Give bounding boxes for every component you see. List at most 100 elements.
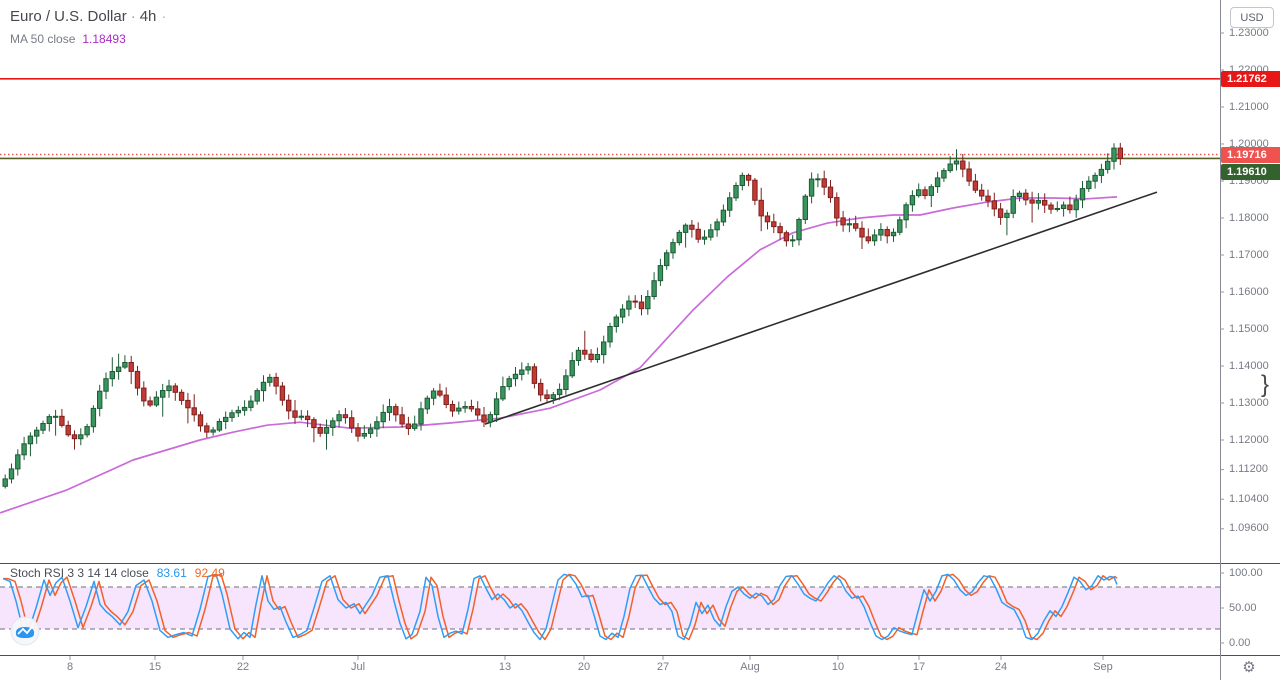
price-scale-label: 1.13000	[1229, 396, 1269, 409]
interval-label[interactable]: 4h	[139, 8, 157, 25]
candle-body	[815, 178, 821, 181]
candle-body	[1092, 174, 1098, 182]
symbol-title[interactable]: Euro / U.S. Dollar	[10, 8, 127, 25]
candle-body	[34, 429, 40, 437]
price-scale-label: 1.18000	[1229, 211, 1269, 224]
candle-body	[790, 239, 796, 242]
stoch-rsi-study-row[interactable]: Stoch RSI 3 3 14 14 close 83.61 92.49	[10, 566, 225, 580]
candle-body	[1117, 147, 1123, 159]
candle-body	[292, 410, 298, 418]
candle-body	[260, 381, 267, 392]
candle-body	[1035, 199, 1042, 204]
trendline[interactable]	[484, 191, 1158, 425]
indicator-scale-label: 0.00	[1229, 636, 1251, 649]
candle-body	[405, 423, 412, 429]
price-scale-label: 1.16000	[1229, 285, 1269, 298]
candle-body	[664, 252, 670, 267]
candle-body	[569, 360, 575, 377]
candle-body	[330, 420, 336, 428]
candle-body	[437, 390, 443, 396]
candle-body	[1105, 160, 1111, 170]
candle-body	[506, 378, 512, 388]
candle-body	[670, 242, 676, 254]
candle-body	[223, 416, 229, 422]
candle-body	[519, 369, 525, 375]
time-scale-label: 8	[66, 661, 74, 673]
candle-body	[197, 414, 204, 427]
candle-body	[204, 425, 210, 433]
currency-toggle-button[interactable]: USD	[1230, 7, 1274, 28]
candle-body	[758, 199, 764, 217]
candle-body	[802, 195, 808, 220]
candle-body	[267, 376, 273, 383]
candle-body	[336, 414, 342, 422]
candle-body	[424, 397, 431, 410]
candle-body	[695, 228, 701, 240]
candle-body	[122, 362, 128, 368]
candles	[2, 142, 1123, 489]
time-scale-label: 27	[656, 661, 670, 673]
candle-body	[1048, 204, 1054, 210]
price-scale-label: 1.10400	[1229, 492, 1269, 505]
candle-body	[273, 376, 279, 387]
candle-body	[418, 408, 424, 425]
candle-body	[1111, 147, 1117, 162]
candle-body	[84, 426, 90, 436]
candle-body	[771, 221, 777, 228]
candle-body	[512, 373, 519, 380]
candle-body	[582, 349, 588, 355]
candle-body	[97, 390, 103, 409]
price-scale[interactable]: USD 1.23000 1.22000 1.21000 1.20000 1.19000 1…	[1220, 0, 1280, 680]
candle-body	[147, 400, 153, 406]
candle-body	[115, 366, 122, 373]
price-scale-label: 1.09600	[1229, 522, 1269, 535]
candle-body	[361, 433, 368, 437]
candle-body	[2, 478, 8, 487]
candle-body	[777, 226, 783, 234]
ma-study-row[interactable]: MA 50 close 1.18493	[10, 32, 166, 46]
time-scale-label: Jul	[350, 661, 366, 673]
candle-body	[399, 414, 405, 425]
candle-body	[834, 197, 840, 219]
stoch-k-value: 83.61	[156, 566, 187, 580]
candle-body	[890, 231, 897, 237]
price-badge: 1.19610	[1221, 163, 1280, 180]
candle-body	[928, 186, 934, 196]
tradingview-logo-icon[interactable]	[10, 616, 40, 646]
candle-body	[916, 189, 922, 197]
candle-body	[708, 229, 714, 238]
candle-body	[821, 178, 827, 188]
candle-body	[601, 341, 607, 356]
candle-body	[380, 411, 386, 423]
candle-body	[947, 163, 953, 172]
candle-body	[487, 414, 494, 423]
price-scale-label: 1.15000	[1229, 322, 1269, 335]
candle-body	[254, 390, 260, 402]
candle-body	[349, 417, 355, 429]
symbol-title-row[interactable]: Euro / U.S. Dollar · 4h ·	[10, 8, 166, 25]
candle-body	[27, 435, 34, 445]
candle-body	[651, 280, 657, 298]
candle-body	[210, 429, 216, 433]
candle-body	[40, 423, 46, 431]
time-scale-settings-gear-icon[interactable]: ⚙	[1242, 659, 1256, 676]
candle-body	[783, 232, 790, 242]
stoch-band	[0, 587, 1220, 629]
candle-body	[468, 406, 475, 410]
ma-study-value: 1.18493	[82, 32, 126, 46]
candle-body	[878, 229, 884, 236]
candle-body	[752, 179, 758, 201]
candle-body	[922, 189, 928, 197]
candle-body	[248, 400, 254, 408]
candle-body	[556, 388, 563, 396]
time-scale-label: 13	[498, 661, 512, 673]
candle-body	[720, 209, 727, 223]
candle-body	[1029, 199, 1035, 204]
ma50-line[interactable]	[0, 196, 1118, 514]
candle-body	[1042, 199, 1048, 206]
candle-body	[1023, 192, 1029, 201]
time-scale-label: 17	[912, 661, 926, 673]
candle-body	[1086, 180, 1092, 190]
